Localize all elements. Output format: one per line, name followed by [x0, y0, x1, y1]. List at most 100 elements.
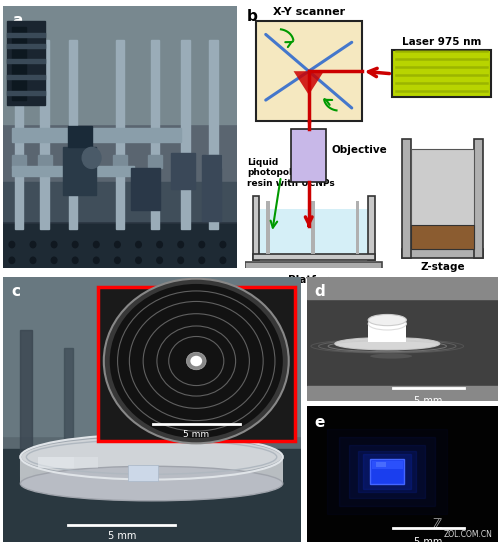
Circle shape [72, 257, 78, 263]
Bar [178, 155, 192, 168]
Ellipse shape [370, 354, 412, 359]
Bar [66, 155, 80, 168]
Circle shape [136, 242, 141, 248]
Text: a: a [12, 13, 22, 28]
Bar [253, 254, 375, 260]
Bar [64, 147, 96, 195]
Bar [256, 21, 362, 121]
Circle shape [220, 257, 226, 263]
Bar [98, 287, 295, 441]
Circle shape [115, 257, 120, 263]
Circle shape [186, 352, 206, 370]
Circle shape [94, 257, 99, 263]
Bar [113, 155, 127, 168]
Bar [307, 386, 498, 401]
Circle shape [110, 284, 283, 438]
Bar [411, 149, 474, 248]
Bar [356, 201, 359, 254]
Bar [411, 225, 474, 248]
Text: 5 mm: 5 mm [414, 396, 442, 406]
Bar [202, 155, 220, 221]
Text: Laser 975 nm: Laser 975 nm [402, 37, 481, 47]
Text: Platform: Platform [288, 275, 339, 285]
Circle shape [157, 257, 162, 263]
Bar [253, 196, 260, 260]
Text: Z-stage: Z-stage [420, 262, 465, 272]
Bar [368, 196, 375, 260]
Bar [376, 462, 386, 467]
Bar [128, 465, 157, 481]
Circle shape [51, 257, 57, 263]
Bar [363, 455, 411, 488]
Bar [307, 276, 498, 299]
Bar [474, 139, 483, 258]
Circle shape [72, 242, 78, 248]
Text: b: b [247, 9, 258, 24]
Bar [21, 330, 32, 476]
Bar [291, 129, 327, 181]
Circle shape [178, 257, 183, 263]
Bar [7, 21, 45, 105]
Bar [3, 181, 237, 221]
Bar [402, 248, 483, 258]
Ellipse shape [21, 466, 283, 501]
Bar [74, 457, 98, 468]
Bar [7, 75, 45, 79]
Bar [12, 155, 26, 168]
Circle shape [30, 242, 36, 248]
Text: X-Y scanner: X-Y scanner [273, 7, 345, 17]
Text: Objective: Objective [332, 145, 387, 155]
Bar [116, 40, 124, 229]
Bar [3, 6, 237, 124]
Bar [7, 59, 45, 63]
Bar [12, 27, 26, 100]
Circle shape [178, 242, 183, 248]
Bar [38, 155, 52, 168]
Bar [171, 153, 195, 189]
Bar [103, 369, 111, 476]
Bar [339, 437, 435, 505]
Bar [12, 166, 134, 176]
Circle shape [220, 242, 226, 248]
Text: d: d [315, 284, 326, 299]
Text: 5 mm: 5 mm [183, 430, 209, 440]
Bar [3, 449, 301, 542]
Bar [206, 155, 220, 168]
Text: 5 mm: 5 mm [414, 536, 442, 546]
Bar [7, 33, 45, 37]
Bar [7, 91, 45, 95]
Circle shape [190, 356, 202, 366]
Circle shape [199, 242, 204, 248]
Bar [69, 40, 77, 229]
Bar [7, 44, 45, 48]
Text: Liquid
photopolymer
resin with UCNPs: Liquid photopolymer resin with UCNPs [247, 158, 335, 187]
Bar [245, 262, 382, 272]
Bar [260, 209, 368, 254]
Bar [12, 128, 181, 142]
Circle shape [94, 242, 99, 248]
Bar [392, 50, 491, 97]
Circle shape [82, 147, 101, 168]
Ellipse shape [335, 337, 440, 350]
Bar [3, 221, 237, 268]
Bar [266, 201, 270, 254]
Circle shape [9, 242, 15, 248]
Text: 5 mm: 5 mm [108, 531, 136, 541]
Text: e: e [315, 415, 325, 430]
Ellipse shape [368, 317, 406, 330]
Text: ℤ: ℤ [432, 518, 441, 531]
Bar [131, 168, 160, 210]
Bar [21, 455, 283, 483]
Bar [3, 223, 237, 268]
Bar [41, 40, 49, 229]
Bar [368, 322, 406, 342]
Circle shape [51, 242, 57, 248]
Circle shape [115, 242, 120, 248]
Ellipse shape [368, 315, 406, 326]
Bar [181, 40, 189, 229]
Circle shape [157, 242, 162, 248]
Bar [350, 445, 425, 498]
Bar [15, 40, 23, 229]
Bar [38, 457, 74, 468]
Circle shape [104, 279, 289, 444]
